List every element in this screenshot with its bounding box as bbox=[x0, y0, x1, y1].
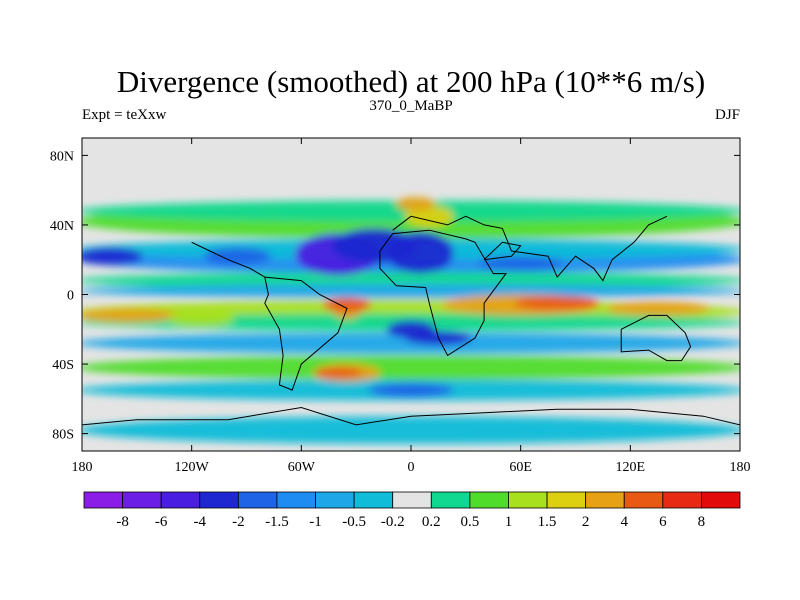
colorbar-swatch bbox=[237, 491, 278, 509]
colorbar-swatch bbox=[276, 491, 316, 509]
x-tick-label: 180 bbox=[72, 460, 93, 475]
experiment-label: Expt = teXxw bbox=[82, 107, 166, 123]
colorbar-label: 8 bbox=[698, 514, 706, 530]
colorbar-label: -0.5 bbox=[342, 514, 366, 530]
colorbar-swatch bbox=[315, 491, 355, 509]
colorbar-label: -8 bbox=[116, 514, 129, 530]
field-region bbox=[395, 197, 436, 212]
colorbar-swatch bbox=[430, 491, 471, 509]
colorbar: -8 -6 -4 -2 -1.5 -1 -0.5 -0.2 0.2 0.5 1 1.5 2 4 6 8 bbox=[83, 491, 741, 530]
colorbar-swatch bbox=[701, 491, 741, 509]
x-tick-label: 60W bbox=[288, 460, 316, 475]
divergence-field bbox=[82, 197, 740, 445]
coastline-segment bbox=[191, 241, 266, 278]
colorbar-swatch bbox=[160, 491, 201, 509]
x-axis-ticks: 180 120W 60W 0 60E 120E 180 bbox=[72, 138, 751, 475]
y-tick-label: 40S bbox=[52, 358, 74, 373]
chart-title: Divergence (smoothed) at 200 hPa (10**6 … bbox=[117, 64, 705, 99]
field-region bbox=[82, 271, 740, 290]
coastline-segment bbox=[264, 276, 348, 391]
field-region bbox=[368, 383, 454, 398]
x-tick-label: 120W bbox=[175, 460, 210, 475]
field-region bbox=[606, 301, 710, 316]
y-tick-label: 0 bbox=[67, 289, 74, 304]
colorbar-label: -1 bbox=[309, 514, 322, 530]
field-region bbox=[82, 308, 180, 323]
field-region bbox=[167, 311, 235, 326]
colorbar-label: 1.5 bbox=[538, 514, 557, 530]
colorbar-label: 0.2 bbox=[422, 514, 441, 530]
colorbar-label: 4 bbox=[620, 514, 628, 530]
coastline-segment bbox=[620, 314, 692, 362]
coastline-segment bbox=[379, 229, 507, 357]
x-tick-label: 60E bbox=[509, 460, 532, 475]
colorbar-swatch bbox=[392, 491, 432, 509]
coastline-segment bbox=[483, 241, 522, 261]
colorbar-swatch bbox=[623, 491, 664, 509]
colorbar-swatch bbox=[469, 491, 509, 509]
y-tick-label: 80N bbox=[50, 149, 74, 164]
field-region bbox=[405, 205, 454, 227]
colorbar-swatch bbox=[662, 491, 702, 509]
field-region bbox=[82, 355, 740, 380]
coastline-outline bbox=[82, 215, 740, 426]
field-region bbox=[514, 296, 600, 311]
colorbar-swatch bbox=[508, 491, 548, 509]
field-region bbox=[82, 247, 143, 265]
colorbar-label: 6 bbox=[659, 514, 667, 530]
field-region bbox=[82, 284, 740, 298]
coastline-segment bbox=[82, 406, 740, 426]
x-tick-label: 120E bbox=[616, 460, 646, 475]
season-label: DJF bbox=[715, 107, 740, 123]
colorbar-swatch bbox=[83, 491, 123, 509]
y-tick-label: 40N bbox=[50, 219, 74, 234]
field-region bbox=[203, 247, 271, 265]
field-region bbox=[322, 297, 372, 312]
field-region bbox=[82, 416, 740, 445]
colorbar-label: 2 bbox=[582, 514, 590, 530]
colorbar-swatch bbox=[585, 491, 625, 509]
colorbar-swatch bbox=[353, 491, 394, 509]
coastline-segment bbox=[392, 215, 668, 282]
colorbar-label: 0.5 bbox=[461, 514, 480, 530]
y-axis-ticks: 80N 40N 0 40S 80S bbox=[50, 149, 740, 443]
colorbar-label: -4 bbox=[194, 514, 207, 530]
x-tick-label: 180 bbox=[730, 460, 751, 475]
field-region bbox=[82, 332, 740, 354]
colorbar-label: 1 bbox=[505, 514, 513, 530]
y-tick-label: 80S bbox=[52, 428, 74, 443]
field-region bbox=[478, 256, 564, 271]
colorbar-label: -1.5 bbox=[265, 514, 289, 530]
period-label: 370_0_MaBP bbox=[369, 98, 452, 114]
plot-area bbox=[82, 138, 740, 451]
colorbar-label: -0.2 bbox=[381, 514, 405, 530]
colorbar-label: -6 bbox=[155, 514, 168, 530]
x-tick-label: 0 bbox=[408, 460, 415, 475]
colorbar-swatch bbox=[199, 491, 239, 509]
colorbar-swatch bbox=[546, 491, 587, 509]
field-region bbox=[313, 367, 363, 378]
field-region bbox=[386, 231, 454, 274]
colorbar-swatch bbox=[122, 491, 162, 509]
colorbar-label: -2 bbox=[232, 514, 245, 530]
